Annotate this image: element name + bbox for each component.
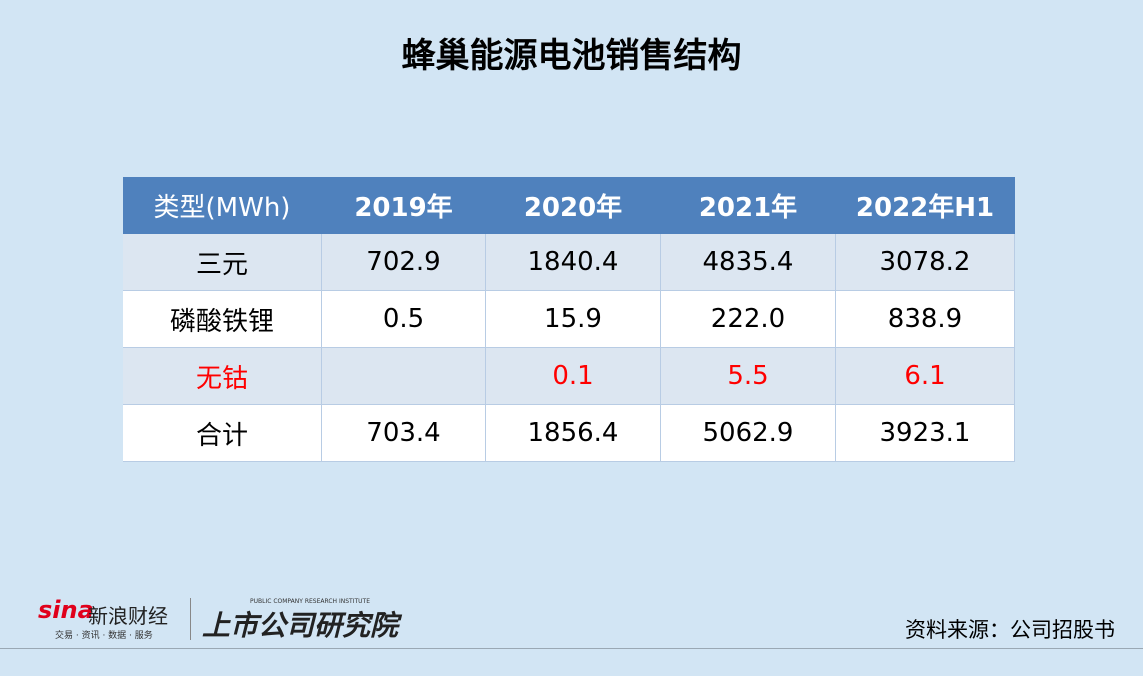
logo-sina-name: 新浪财经 [88, 604, 168, 628]
logo-sina: sina [38, 596, 94, 624]
header-cell: 2021年 [661, 177, 836, 234]
table-cell: 0.1 [486, 348, 661, 405]
logo-institute-en: PUBLIC COMPANY RESEARCH INSTITUTE [250, 598, 370, 605]
table-cell: 5.5 [661, 348, 836, 405]
table-cell: 838.9 [836, 291, 1015, 348]
title: 蜂巢能源电池销售结构 [401, 36, 742, 76]
logo-divider [190, 598, 191, 640]
table-cell: 无钴 [123, 348, 322, 405]
logo-sina-tagline: 交易 · 资讯 · 数据 · 服务 [55, 631, 153, 641]
table-cell: 1856.4 [486, 405, 661, 462]
table-cell: 3923.1 [836, 405, 1015, 462]
table-cell: 0.5 [322, 291, 486, 348]
table-cell: 5062.9 [661, 405, 836, 462]
table-cell: 4835.4 [661, 234, 836, 291]
table-cell: 15.9 [486, 291, 661, 348]
table: 类型(MWh) 2019年 2020年 2021年 2022年H1 三元 702.9 1840… [123, 177, 1015, 462]
header-cell: 类型(MWh) [123, 177, 322, 234]
logo-institute: 上市公司研究院 [202, 609, 399, 642]
divider-line [0, 648, 1143, 649]
header-cell: 2022年H1 [836, 177, 1015, 234]
table-cell: 6.1 [836, 348, 1015, 405]
source: 资料来源：公司招股书 [905, 618, 1115, 642]
table-cell: 1840.4 [486, 234, 661, 291]
table-cell: 磷酸铁锂 [123, 291, 322, 348]
table-cell: 222.0 [661, 291, 836, 348]
header-cell: 2020年 [486, 177, 661, 234]
table-cell: 合计 [123, 405, 322, 462]
table-cell: 703.4 [322, 405, 486, 462]
table-cell [322, 348, 486, 405]
table-cell: 702.9 [322, 234, 486, 291]
table-cell: 三元 [123, 234, 322, 291]
table-cell: 3078.2 [836, 234, 1015, 291]
header-cell: 2019年 [322, 177, 486, 234]
